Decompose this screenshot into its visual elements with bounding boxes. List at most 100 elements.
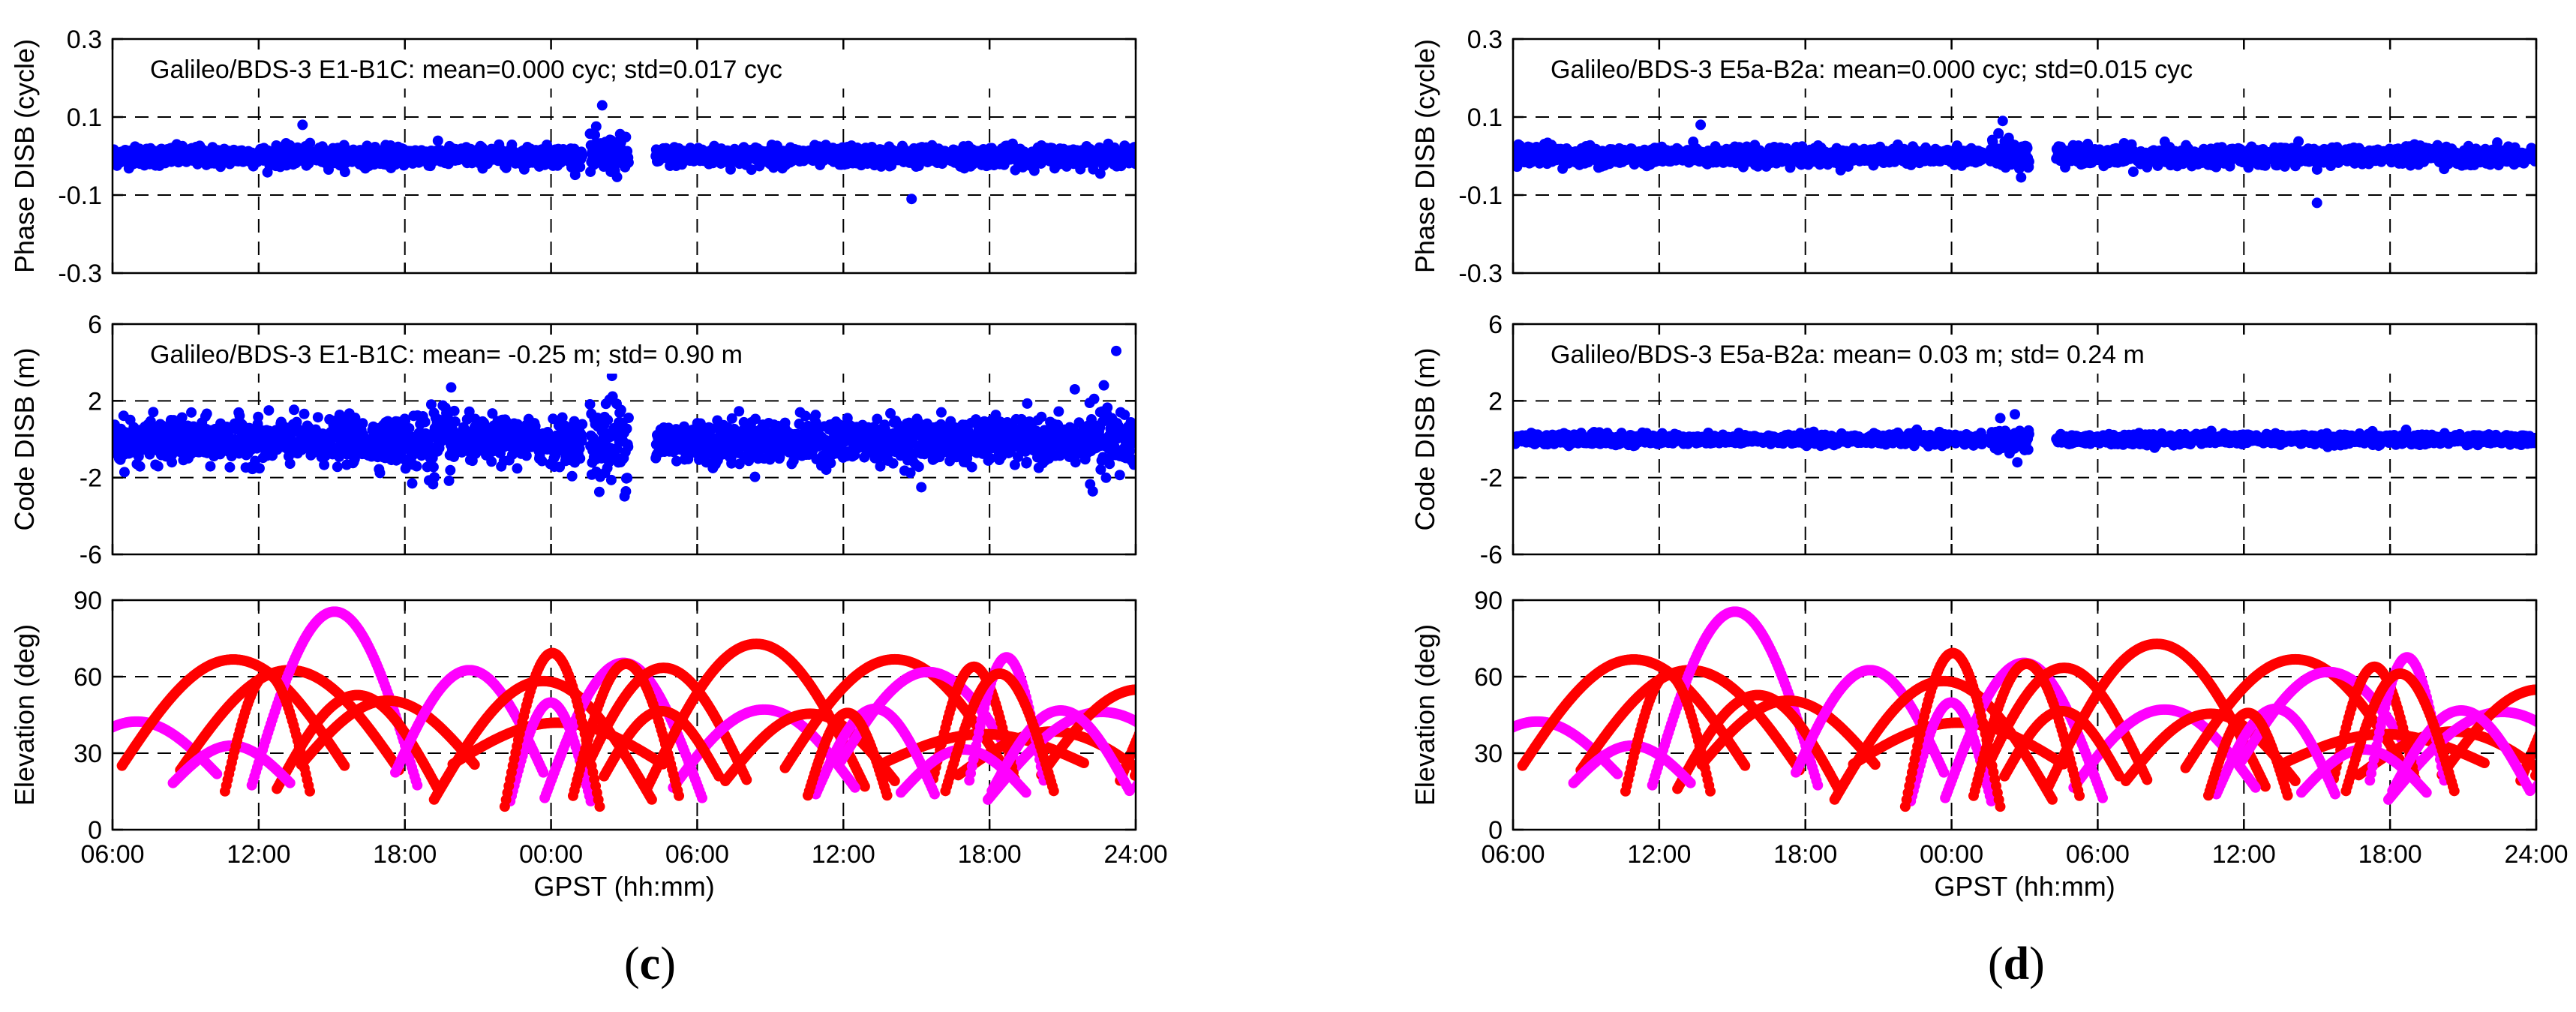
outlier-point [407,478,418,489]
outlier-point [1069,383,1080,395]
outlier-point [916,482,927,493]
data-point [357,418,368,429]
data-point [765,452,776,463]
data-point [1104,458,1115,470]
data-point [119,467,130,478]
data-point [576,435,587,446]
data-point [374,467,386,479]
data-point [810,410,821,421]
data-point [746,164,757,176]
data-point [332,461,343,473]
data-point [1130,430,1136,441]
data-point [284,458,296,470]
data-point [486,456,497,467]
data-point [288,404,299,416]
outlier-point [297,119,308,131]
elevation-point [339,760,350,771]
data-point [602,414,614,425]
data-point [419,416,431,428]
y-tick-label: -0.3 [58,260,102,288]
data-point [575,161,586,173]
data-point [750,413,761,425]
data-point [966,461,977,473]
data-point [1119,409,1130,420]
data-point [536,455,548,467]
data-point [1036,411,1047,422]
data-layer [113,100,1136,205]
data-point [904,446,915,458]
data-point [569,170,581,181]
data-point [487,408,498,419]
y-axis-label: Code DISB (m) [9,347,40,530]
data-point [584,399,596,410]
data-point [913,461,924,473]
data-point [985,452,996,464]
data-point [1095,464,1106,475]
y-tick-label: -6 [80,541,102,569]
annotation-background [143,335,1013,374]
data-point [1130,158,1136,170]
data-point [449,405,460,416]
data-point [623,413,634,424]
data-point [319,459,330,470]
data-point [885,408,896,419]
data-point [404,422,415,434]
data-point [611,171,623,182]
data-point [1094,168,1106,179]
data-point [512,463,523,474]
data-point [566,470,578,482]
data-point [299,408,310,419]
data-point [590,121,602,132]
data-point [1129,142,1136,153]
data-point [935,407,947,418]
data-point [1053,406,1064,417]
data-point [167,457,178,468]
data-point [152,461,164,472]
data-point [683,453,694,464]
data-point [1129,419,1136,431]
y-tick-label: 0.1 [67,104,102,132]
data-point [620,485,632,497]
data-point [205,461,216,472]
annotation-background [143,50,1013,89]
data-point [186,407,197,418]
stats-annotation: Galileo/BDS-3 E1-B1C: mean=0.000 cyc; st… [150,56,782,84]
data-point [1021,456,1032,467]
outlier-point [596,100,608,111]
data-point [800,410,811,422]
data-point [887,458,899,469]
data-point [979,416,990,427]
data-point [224,461,236,473]
data-point [621,423,632,434]
data-point [350,413,361,424]
axes-frame [111,323,1137,556]
data-point [557,412,568,423]
data-point [432,135,443,146]
data-layer [113,345,1136,502]
data-point [1022,398,1033,409]
elevation-point [212,768,223,779]
stats-annotation: Galileo/BDS-3 E1-B1C: mean= -0.25 m; std… [150,341,743,369]
outlier-point [446,382,457,393]
data-point [464,406,475,417]
data-point [590,129,601,140]
data-point [1102,402,1113,413]
data-point [425,399,437,410]
data-point [872,413,883,425]
data-point [134,461,146,472]
data-point [312,412,323,423]
data-point [445,464,456,476]
data-point [201,408,212,419]
data-point [1088,393,1100,404]
data-point [593,486,605,497]
data-point [541,140,552,151]
data-point [339,167,350,178]
data-point [825,458,836,469]
data-point [1114,470,1125,481]
data-point [148,407,159,418]
data-point [234,410,245,422]
